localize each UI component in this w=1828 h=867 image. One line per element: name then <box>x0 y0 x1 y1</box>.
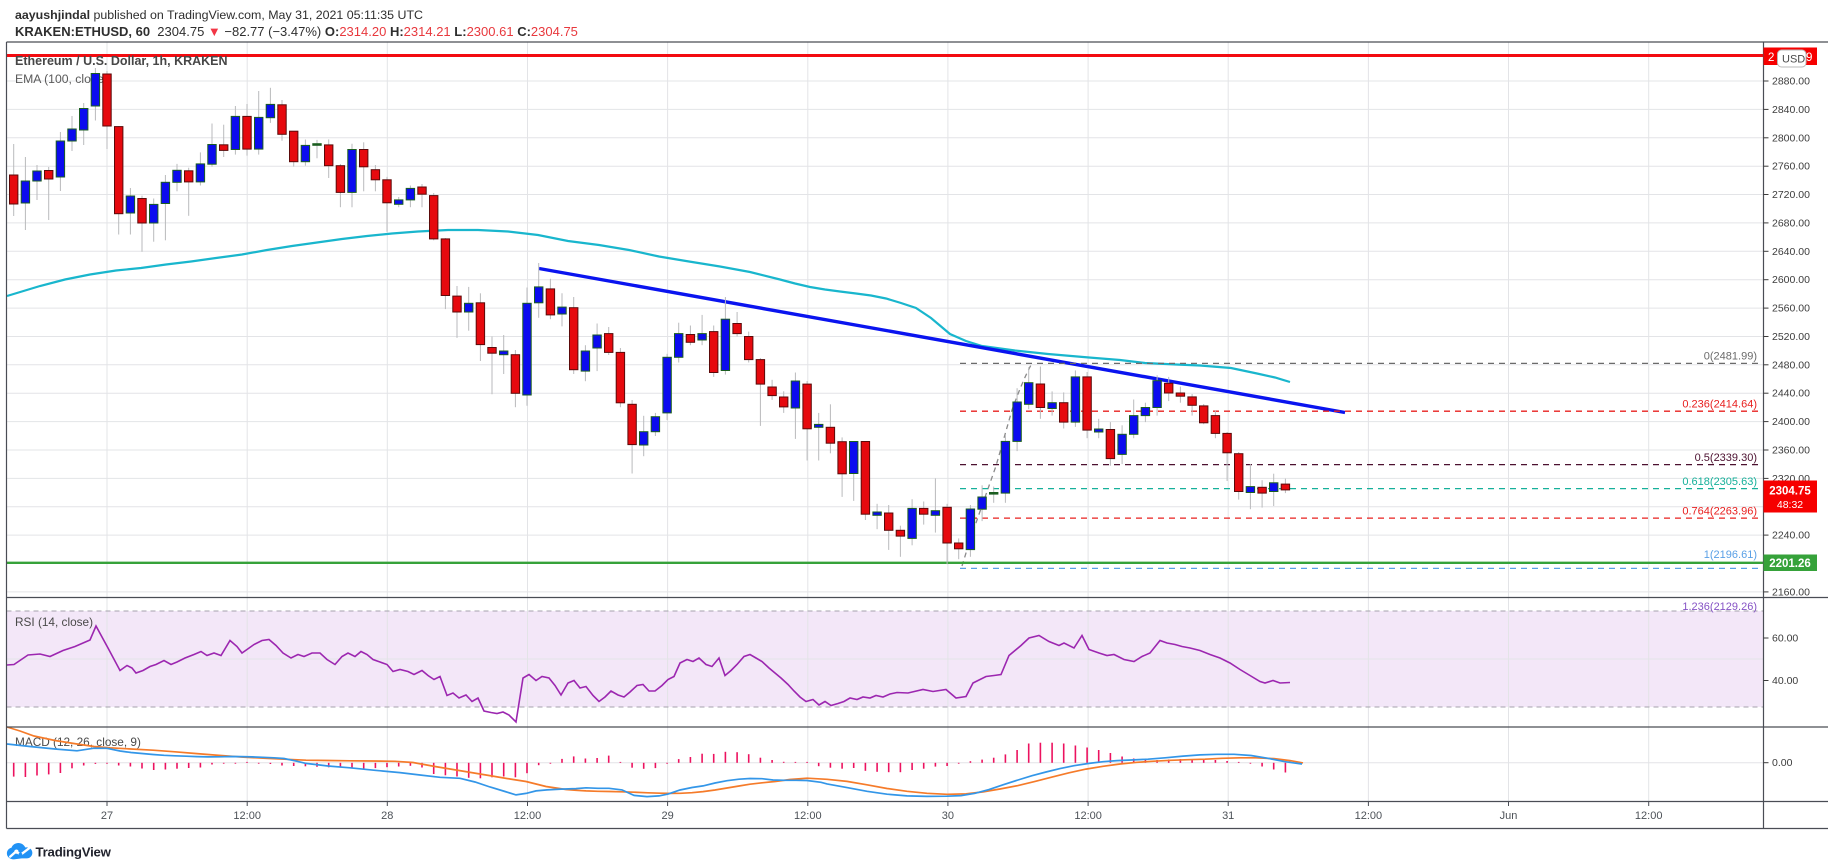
svg-text:12:00: 12:00 <box>1355 810 1383 822</box>
svg-text:2360.00: 2360.00 <box>1772 445 1810 457</box>
svg-text:12:00: 12:00 <box>794 810 822 822</box>
svg-text:Ethereum / U.S. Dollar, 1h, KR: Ethereum / U.S. Dollar, 1h, KRAKEN <box>15 54 228 68</box>
svg-text:12:00: 12:00 <box>1074 810 1102 822</box>
svg-text:31: 31 <box>1222 810 1234 822</box>
svg-text:0.5(2339.30): 0.5(2339.30) <box>1695 452 1757 464</box>
svg-text:TradingView: TradingView <box>36 845 112 860</box>
svg-text:0.764(2263.96): 0.764(2263.96) <box>1682 506 1757 518</box>
svg-text:2400.00: 2400.00 <box>1772 416 1810 428</box>
svg-text:28: 28 <box>381 810 393 822</box>
svg-text:29: 29 <box>661 810 673 822</box>
svg-text:30: 30 <box>942 810 954 822</box>
svg-text:EMA (100, close): EMA (100, close) <box>15 72 108 86</box>
svg-text:2680.00: 2680.00 <box>1772 217 1810 229</box>
svg-text:2520.00: 2520.00 <box>1772 331 1810 343</box>
svg-text:RSI (14, close): RSI (14, close) <box>15 615 93 629</box>
svg-text:2640.00: 2640.00 <box>1772 246 1810 258</box>
svg-text:2201.26: 2201.26 <box>1769 558 1811 570</box>
svg-text:2480.00: 2480.00 <box>1772 359 1810 371</box>
svg-text:9: 9 <box>1806 52 1812 64</box>
svg-text:2160.00: 2160.00 <box>1772 586 1810 598</box>
svg-text:12:00: 12:00 <box>514 810 542 822</box>
svg-text:60.00: 60.00 <box>1772 633 1798 645</box>
svg-text:2304.75: 2304.75 <box>1769 486 1811 498</box>
svg-text:2840.00: 2840.00 <box>1772 104 1810 116</box>
svg-text:2600.00: 2600.00 <box>1772 274 1810 286</box>
svg-text:2880.00: 2880.00 <box>1772 76 1810 88</box>
svg-text:1(2196.61): 1(2196.61) <box>1704 549 1757 561</box>
svg-text:48:32: 48:32 <box>1777 499 1803 511</box>
svg-text:12:00: 12:00 <box>233 810 261 822</box>
svg-text:2240.00: 2240.00 <box>1772 530 1810 542</box>
svg-text:40.00: 40.00 <box>1772 675 1798 687</box>
svg-text:1.236(2129.26): 1.236(2129.26) <box>1682 601 1757 613</box>
svg-text:0.236(2414.64): 0.236(2414.64) <box>1682 399 1757 411</box>
svg-text:12:00: 12:00 <box>1635 810 1663 822</box>
svg-text:Jun: Jun <box>1500 810 1518 822</box>
svg-text:0.00: 0.00 <box>1772 757 1793 769</box>
svg-text:2760.00: 2760.00 <box>1772 161 1810 173</box>
svg-text:0.618(2305.63): 0.618(2305.63) <box>1682 476 1757 488</box>
svg-text:27: 27 <box>101 810 113 822</box>
svg-text:0(2481.99): 0(2481.99) <box>1704 351 1757 363</box>
svg-text:2800.00: 2800.00 <box>1772 132 1810 144</box>
svg-text:2720.00: 2720.00 <box>1772 189 1810 201</box>
svg-text:2560.00: 2560.00 <box>1772 303 1810 315</box>
svg-text:2: 2 <box>1768 52 1774 64</box>
svg-text:2440.00: 2440.00 <box>1772 388 1810 400</box>
svg-text:USD: USD <box>1782 54 1805 66</box>
